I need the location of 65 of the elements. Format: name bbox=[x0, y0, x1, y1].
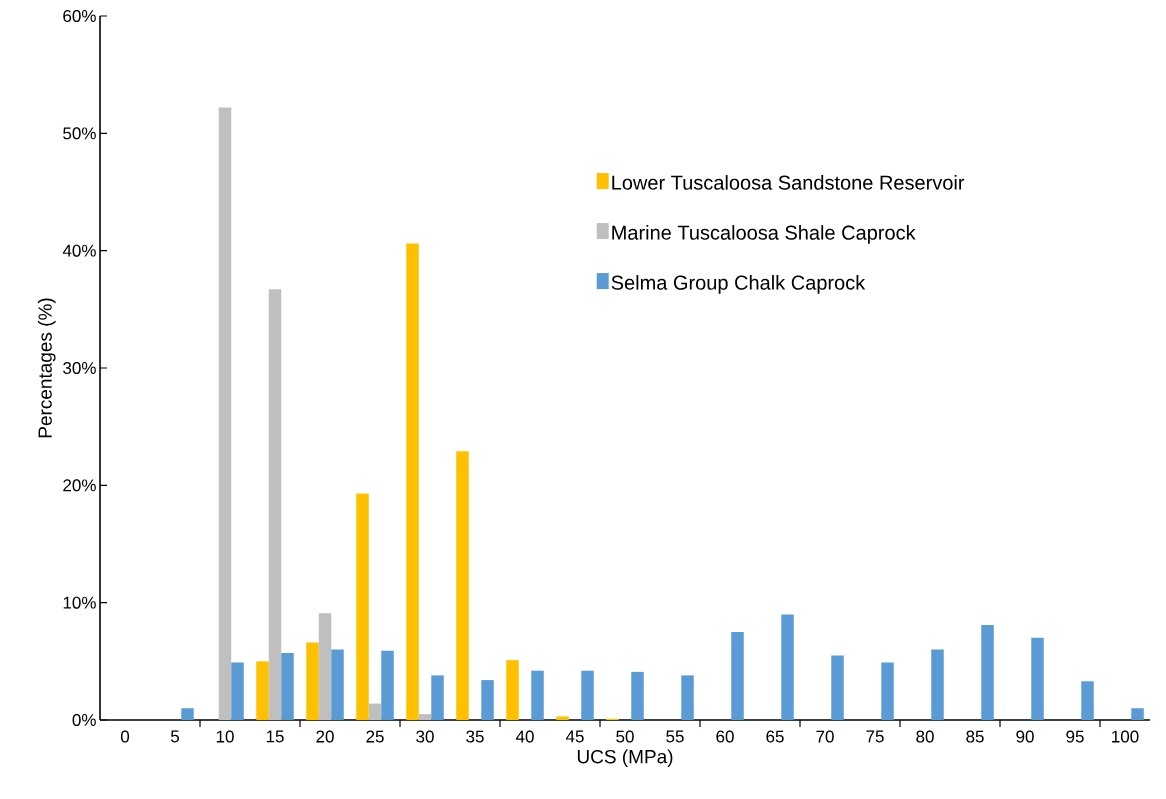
bar bbox=[406, 243, 419, 720]
y-tick-label: 30% bbox=[63, 361, 96, 375]
bar bbox=[831, 655, 844, 720]
bar bbox=[256, 661, 269, 720]
x-tick-label: 10 bbox=[216, 730, 234, 743]
x-tick-label: 35 bbox=[466, 730, 484, 743]
bar bbox=[781, 614, 794, 720]
bar bbox=[231, 662, 244, 720]
legend-label: Lower Tuscaloosa Sandstone Reservoir bbox=[612, 175, 965, 190]
bar bbox=[481, 680, 494, 720]
legend-label: Marine Tuscaloosa Shale Caprock bbox=[612, 225, 916, 244]
x-tick-label: 15 bbox=[266, 730, 284, 743]
bar bbox=[431, 675, 444, 720]
bar bbox=[281, 653, 294, 720]
bar bbox=[1081, 681, 1094, 720]
bar bbox=[506, 660, 519, 720]
bar bbox=[931, 649, 944, 720]
bar bbox=[681, 675, 694, 720]
bar bbox=[981, 624, 994, 720]
bar bbox=[306, 642, 319, 720]
y-tick-label: 20% bbox=[63, 479, 96, 492]
y-tick-label: 60% bbox=[63, 9, 96, 23]
x-tick-label: 40 bbox=[515, 730, 534, 743]
x-tick-label: 100 bbox=[1112, 730, 1139, 743]
y-tick-label: 0% bbox=[72, 713, 96, 727]
bar bbox=[456, 451, 469, 720]
y-tick-label: 10% bbox=[63, 596, 96, 609]
bar bbox=[381, 650, 394, 720]
bar bbox=[1031, 637, 1044, 720]
bar bbox=[268, 289, 282, 720]
x-tick-label: 95 bbox=[1066, 730, 1084, 743]
x-tick-label: 45 bbox=[565, 730, 584, 743]
bar bbox=[556, 716, 569, 720]
x-tick-label: 90 bbox=[1016, 730, 1034, 743]
x-tick-label: 85 bbox=[966, 730, 984, 743]
bar bbox=[218, 107, 232, 720]
x-tick-label: 30 bbox=[416, 730, 434, 743]
bar bbox=[731, 631, 744, 720]
x-tick-label: 70 bbox=[816, 730, 834, 743]
y-tick-label: 50% bbox=[63, 127, 96, 140]
bar bbox=[318, 613, 332, 720]
legend-label: Selma Group Chalk Caprock bbox=[611, 275, 866, 294]
bar bbox=[356, 493, 369, 720]
x-tick-label: 80 bbox=[916, 730, 934, 743]
bar bbox=[531, 670, 544, 720]
x-tick-label: 50 bbox=[616, 730, 634, 743]
x-tick-label: 65 bbox=[766, 730, 784, 743]
x-tick-label: 60 bbox=[716, 730, 734, 743]
y-axis-title: Percentages (%) bbox=[37, 298, 56, 438]
x-tick-label: 5 bbox=[170, 730, 180, 743]
y-tick-label: 40% bbox=[62, 244, 96, 257]
bar bbox=[581, 670, 594, 720]
x-tick-label: 0 bbox=[120, 730, 130, 743]
bar bbox=[631, 671, 644, 720]
x-tick-label: 75 bbox=[866, 730, 884, 743]
x-tick-label: 20 bbox=[316, 730, 334, 743]
bar bbox=[881, 662, 894, 720]
bar bbox=[181, 708, 194, 720]
x-tick-label: 55 bbox=[666, 730, 684, 743]
x-tick-label: 25 bbox=[366, 730, 384, 743]
bar bbox=[368, 703, 382, 720]
bar bbox=[331, 649, 344, 720]
bar bbox=[1131, 708, 1144, 720]
x-axis-title: UCS (MPa) bbox=[577, 749, 673, 768]
bar bbox=[418, 714, 432, 720]
